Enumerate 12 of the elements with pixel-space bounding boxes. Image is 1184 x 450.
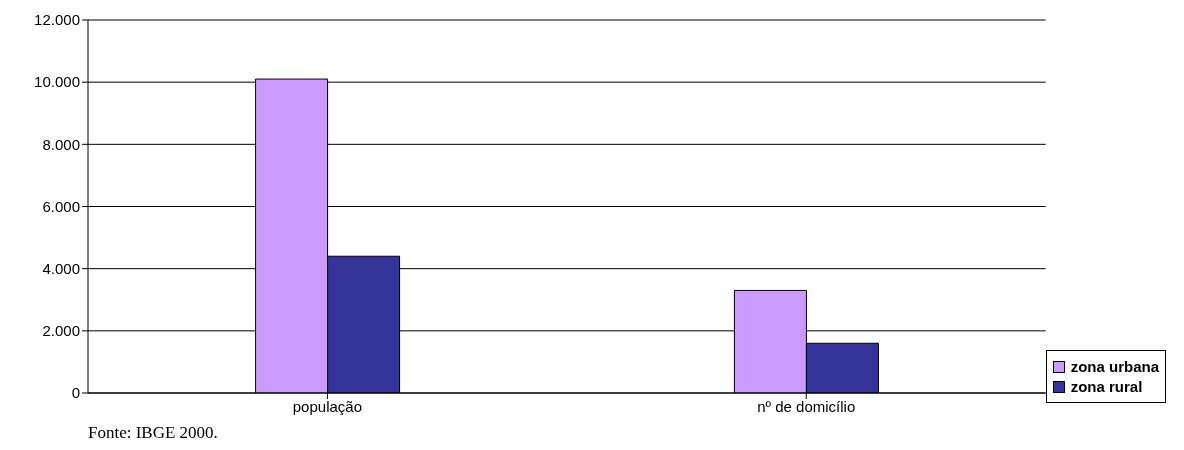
source-note: Fonte: IBGE 2000. <box>88 423 219 443</box>
y-tick-label: 4.000 <box>42 259 80 277</box>
y-tick-label: 10.000 <box>34 73 80 91</box>
legend-label: zona rural <box>1070 378 1143 395</box>
y-tick-label: 12.000 <box>34 11 80 29</box>
x-tick-label: população <box>292 397 363 415</box>
legend-label: zona urbana <box>1070 358 1159 375</box>
y-tick-label: 0 <box>71 384 80 402</box>
y-tick-label: 6.000 <box>42 197 80 215</box>
x-tick-label: nº de domicílio <box>757 397 856 415</box>
y-tick-label: 8.000 <box>42 135 80 153</box>
y-tick-label: 2.000 <box>42 322 80 340</box>
